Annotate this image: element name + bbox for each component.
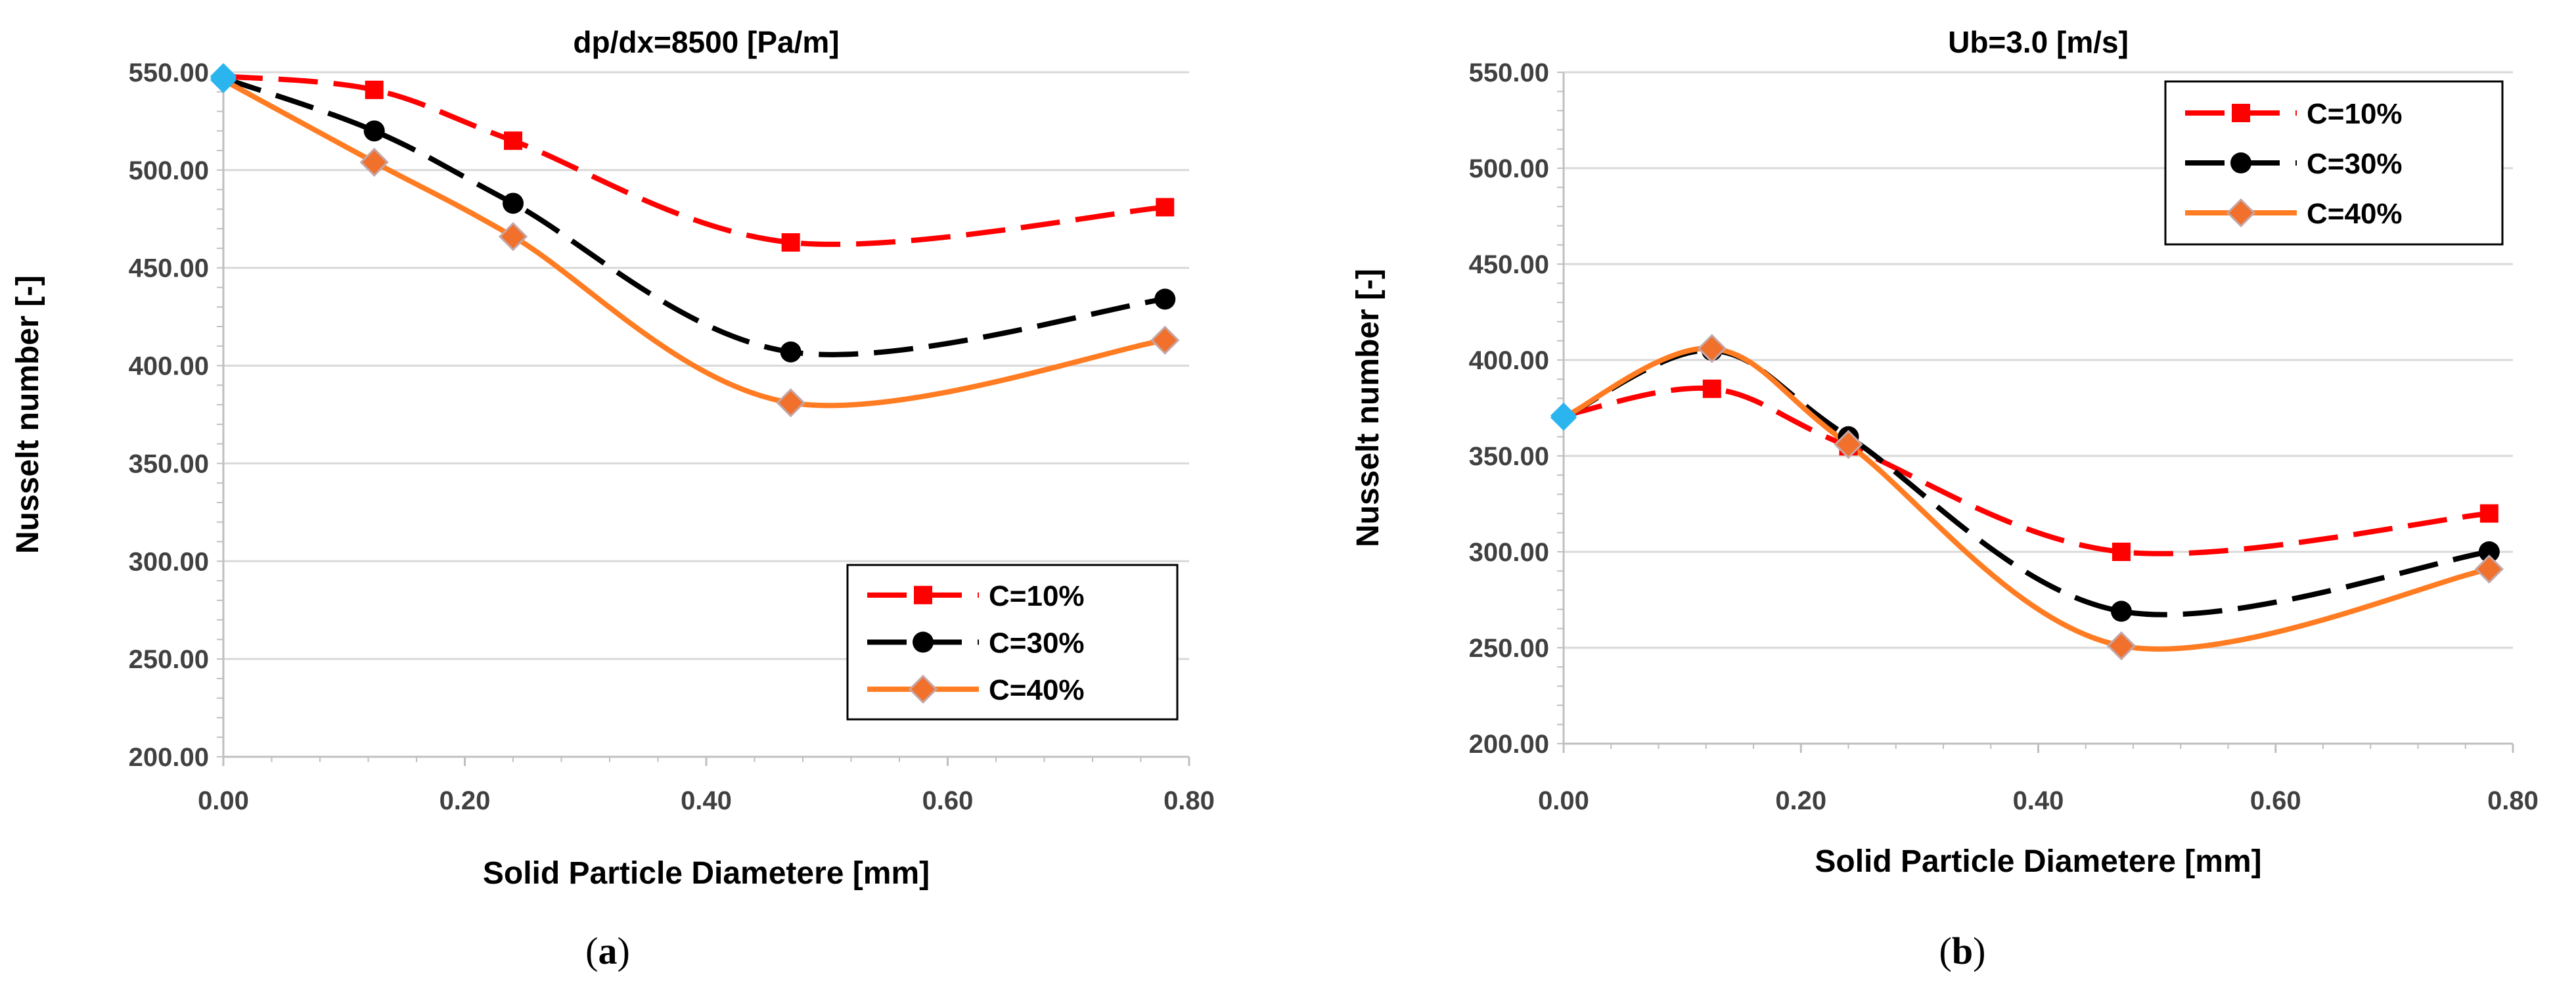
legend: C=10% C=30% C=40% [846, 564, 1179, 721]
figure-caption: (b) [1939, 930, 1986, 972]
data-point-c40 [2474, 554, 2504, 584]
data-point-c10 [2112, 543, 2131, 561]
y-tick-label: 350.00 [129, 449, 209, 478]
legend-label-c10: C=10% [989, 580, 1085, 612]
y-tick-label: 450.00 [1469, 250, 1549, 279]
y-tick-label: 400.00 [129, 352, 209, 381]
y-tick-label: 450.00 [129, 254, 209, 283]
y-tick-label: 400.00 [1469, 346, 1549, 375]
y-tick-label: 550.00 [1469, 58, 1549, 87]
legend: C=10% C=30% C=40% [2164, 80, 2504, 246]
data-point-c10 [1156, 198, 1175, 217]
data-point-c10 [781, 233, 800, 252]
y-tick-label: 200.00 [129, 743, 209, 772]
data-point-c40 [210, 66, 237, 93]
y-axis-label: Nusselt number [-] [11, 275, 45, 554]
caption-open: ( [585, 930, 598, 972]
y-tick-label: 250.00 [129, 645, 209, 674]
data-point-c40 [1150, 325, 1180, 355]
data-point-c10 [2479, 504, 2498, 523]
x-tick-label: 0.20 [440, 786, 491, 815]
x-axis-label: Solid Particle Diametere [mm] [1815, 844, 2261, 879]
data-point-c40 [1834, 430, 1863, 459]
x-tick-label: 0.40 [2013, 786, 2064, 815]
x-tick-label: 0.00 [1538, 786, 1589, 815]
series-line-c10 [223, 73, 1165, 247]
chart-b: Ub=3.0 [m/s] 200.00 250.00 300.00 350.00 400.… [1351, 25, 2539, 972]
caption-close: ) [618, 930, 630, 972]
caption-close: ) [1973, 930, 1985, 972]
x-tick-label: 0.20 [1775, 786, 1826, 815]
legend-marker-c30 [913, 631, 934, 653]
y-tick-label: 250.00 [1469, 634, 1549, 663]
legend-marker-c10 [914, 585, 932, 604]
caption-letter: b [1952, 930, 1973, 972]
data-point-c30 [2478, 541, 2500, 562]
x-tick-label: 0.00 [198, 786, 249, 815]
y-axis-label: Nusselt number [-] [1351, 269, 1386, 547]
chart-title: Ub=3.0 [m/s] [1948, 25, 2129, 59]
legend-label-c30: C=30% [989, 627, 1085, 660]
chart-title: dp/dx=8500 [Pa/m] [573, 25, 839, 59]
x-axis-label: Solid Particle Diametere [mm] [483, 856, 930, 891]
data-point-c40 [359, 147, 389, 177]
y-tick-label: 200.00 [1469, 730, 1549, 759]
legend-marker-c10 [2232, 104, 2250, 122]
legend-marker-c40 [908, 675, 938, 704]
x-tick-label: 0.60 [2250, 786, 2301, 815]
y-tick-label: 350.00 [1469, 442, 1549, 471]
series-line-c30 [222, 76, 1165, 357]
data-point-c40 [498, 221, 528, 252]
legend-label-c30: C=30% [2307, 148, 2403, 180]
data-point-c40 [776, 388, 805, 418]
data-point-c30 [503, 192, 524, 214]
data-point-c40 [1550, 404, 1577, 431]
legend-marker-c30 [2230, 152, 2251, 173]
data-point-c10 [504, 131, 522, 150]
caption-letter: a [599, 930, 618, 972]
data-point-c30 [363, 120, 385, 142]
data-point-c40 [1697, 334, 1727, 363]
y-tick-label: 300.00 [1469, 538, 1549, 567]
y-tick-label: 300.00 [129, 547, 209, 576]
legend-label-c10: C=10% [2307, 98, 2403, 130]
data-point-c30 [1154, 288, 1176, 310]
data-point-c30 [780, 341, 802, 363]
figure-caption: (a) [585, 930, 630, 972]
chart-a: dp/dx=8500 [Pa/m] 200.00 250.00 300.00 350.0… [11, 25, 1215, 972]
data-point-c10 [365, 80, 384, 99]
series-line-c10 [1563, 385, 2490, 556]
y-tick-label: 500.00 [1469, 154, 1549, 183]
data-point-c30 [2110, 600, 2132, 622]
y-tick-label: 550.00 [129, 58, 209, 87]
x-tick-label: 0.60 [922, 786, 974, 815]
legend-label-c40: C=40% [989, 674, 1085, 706]
legend-marker-c40 [2226, 198, 2256, 228]
series-line-c40 [1562, 346, 2490, 652]
data-point-c40 [2106, 631, 2136, 661]
x-tick-label: 0.40 [681, 786, 732, 815]
y-tick-label: 500.00 [129, 156, 209, 185]
x-tick-label: 0.80 [1164, 786, 1215, 815]
x-tick-label: 0.80 [2487, 786, 2539, 815]
caption-open: ( [1939, 930, 1952, 972]
series-line-c40 [222, 78, 1165, 409]
legend-label-c40: C=40% [2307, 198, 2403, 230]
data-point-c10 [1702, 379, 1721, 398]
